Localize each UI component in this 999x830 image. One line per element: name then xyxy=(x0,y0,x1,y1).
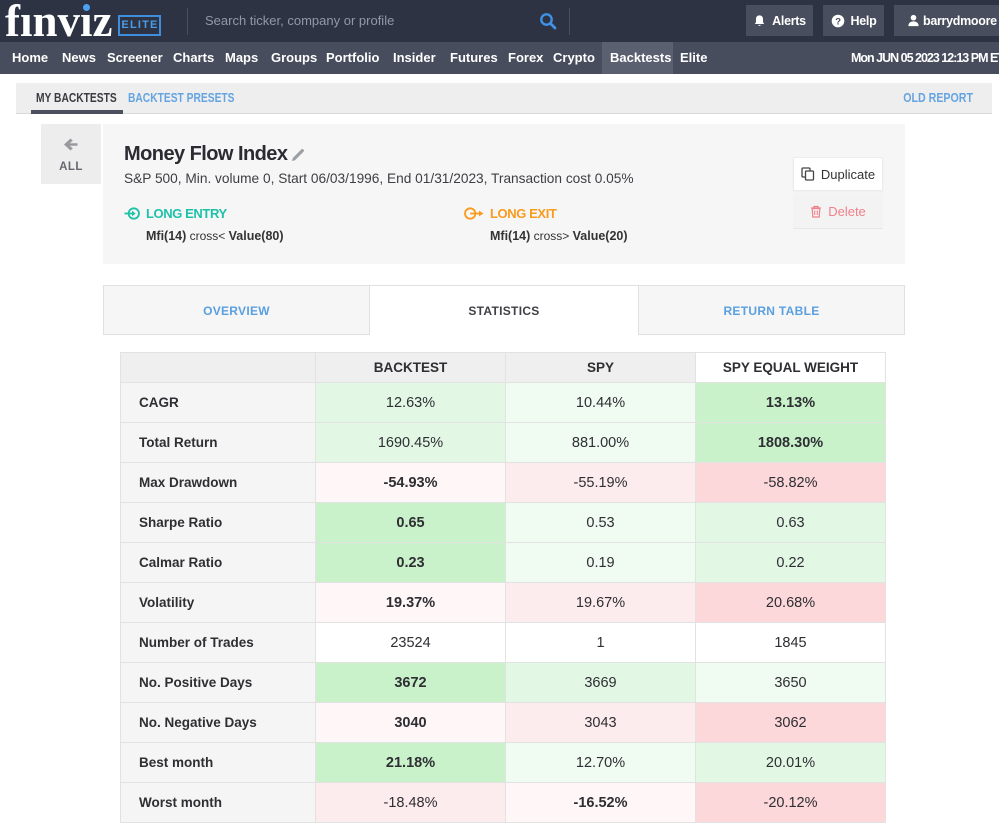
svg-text:?: ? xyxy=(835,16,841,27)
